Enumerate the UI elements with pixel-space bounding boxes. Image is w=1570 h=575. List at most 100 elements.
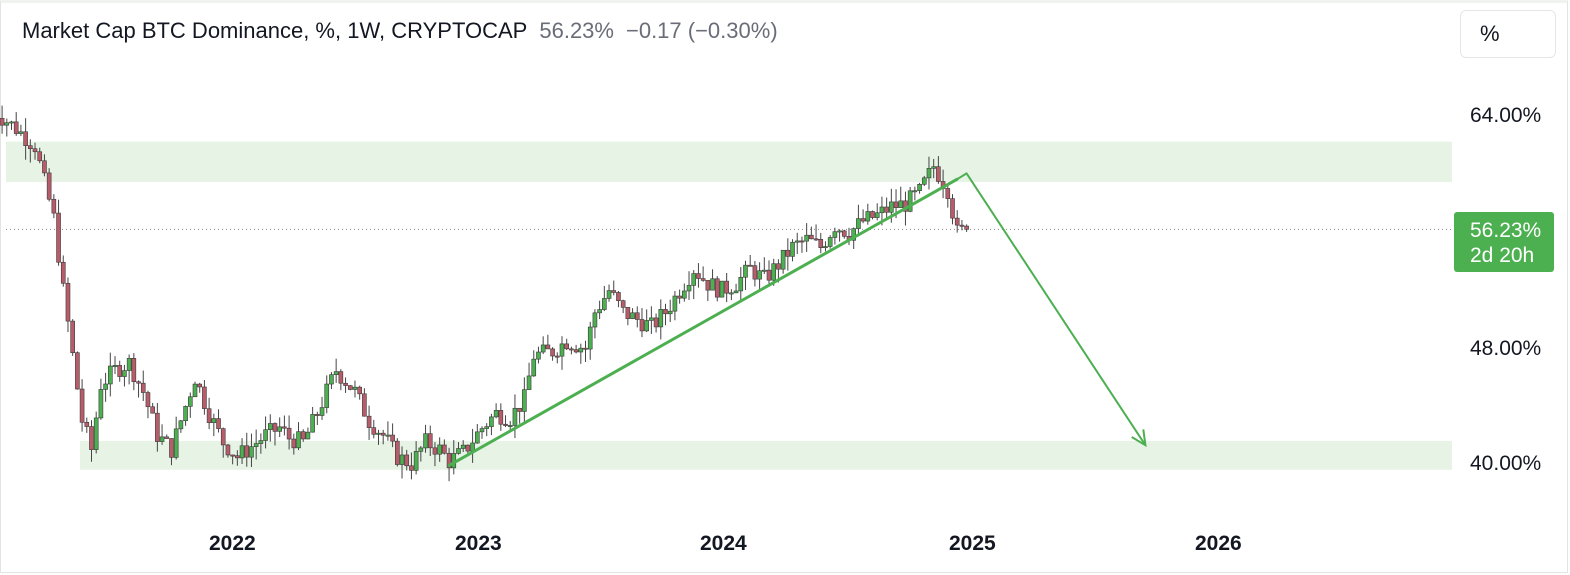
candle [611,280,617,296]
candle [315,411,320,425]
candle [639,308,645,338]
candle [277,417,282,438]
candle [150,402,155,414]
candle [136,380,141,398]
candle-body [465,444,471,452]
symbol-title[interactable]: Market Cap BTC Dominance, %, 1W, CRYPTOC… [22,18,528,43]
candle-body [912,190,918,193]
percent-scale-button[interactable]: % [1460,10,1556,58]
candle [733,283,739,294]
candle [0,105,5,134]
candle [338,369,344,391]
candle [380,429,386,445]
candle [239,438,245,465]
candle-body [70,320,75,353]
x-axis-tick: 2022 [209,532,256,555]
candle [677,289,682,304]
candle-body [587,326,593,350]
candle [164,434,170,440]
candle [818,232,824,254]
candle-body [244,445,250,458]
candle [682,283,687,302]
candle [804,223,809,252]
support-zone [80,440,1452,470]
candle-body [522,389,527,412]
candle [752,260,758,287]
candle [710,269,715,291]
y-axis-tick: 64.00% [1470,104,1542,127]
candle-body [752,265,758,280]
candle-body [507,425,513,427]
candle-body [18,131,24,134]
candle [489,413,494,436]
candle-body [187,396,193,407]
candle [249,433,254,467]
candle [785,238,791,271]
candle-body [272,423,278,432]
candle [230,454,235,465]
x-axis-tick: 2024 [700,532,747,555]
candle-body [945,188,951,199]
candle [644,309,649,333]
candle [729,289,734,301]
candle-body [385,434,391,437]
candle-body [202,386,207,409]
candle-body [315,414,320,416]
candle-body [380,432,386,436]
candle-body [103,383,108,390]
candle-body [169,438,174,458]
candle-body [926,168,932,179]
candle-body [84,421,90,427]
candle [409,452,414,480]
candle-body [155,412,160,442]
candle [964,224,969,232]
candle [663,303,668,326]
candle [766,260,772,285]
candle [324,375,330,414]
candle [799,236,805,253]
candle-body [583,347,588,350]
candle-body [357,386,362,395]
candle [757,262,762,291]
candle [460,440,466,453]
candle [545,334,551,350]
candle-body [564,343,569,350]
candle [286,415,292,450]
candle [173,416,179,460]
candle [493,403,499,419]
candle-body [333,371,339,375]
candle [790,239,795,262]
candle [122,364,127,387]
candle-body [442,444,447,454]
candle-body [446,452,452,469]
candle-body [634,312,640,320]
candle-body [964,225,969,230]
candle [536,346,541,364]
candle-body [150,406,155,414]
candle-body [42,160,47,174]
candle-body [893,201,899,208]
candle-body [827,237,833,247]
candle [870,210,875,220]
candle-body [131,358,137,382]
candle-body [597,309,602,314]
candle-body [677,295,682,299]
candle-body [282,426,287,429]
candle-body [573,349,579,353]
candle-body [559,343,565,357]
candle [51,194,57,219]
candle-body [907,190,913,212]
candle-body [164,436,170,439]
candle-body [60,261,66,284]
candle [32,142,38,160]
candle-body [879,206,885,214]
candle [385,421,391,441]
candle-body [479,428,485,433]
candle [526,362,532,390]
candle-body [785,249,791,257]
candle [587,321,593,360]
candle [874,203,880,221]
candle-body [498,410,504,425]
candle-body [771,263,777,281]
